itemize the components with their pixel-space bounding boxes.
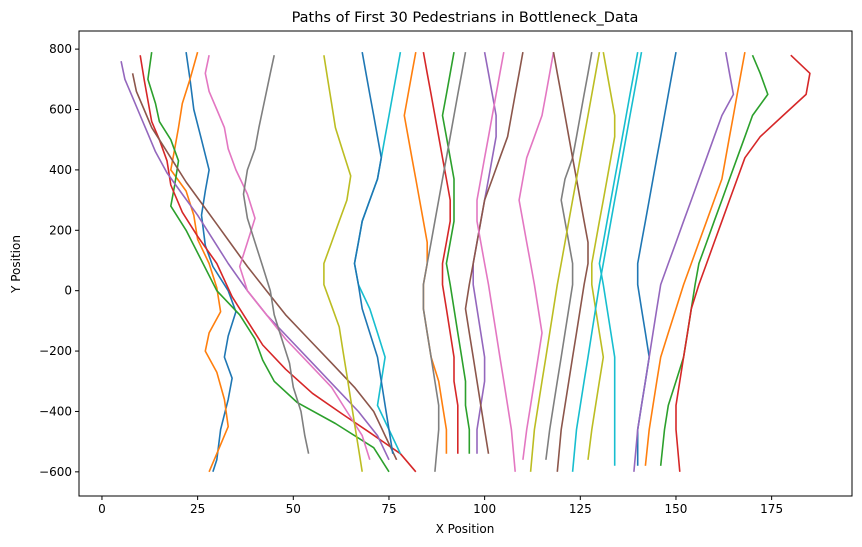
pedestrian-path-13 [441, 51, 471, 454]
pedestrian-path-27 [476, 51, 516, 472]
pedestrian-path-14 [422, 51, 459, 454]
y-tick-label: 800 [49, 42, 72, 56]
pedestrian-path-22 [644, 51, 746, 466]
y-axis-label: Y Position [9, 235, 23, 294]
series-layer [120, 51, 811, 473]
pedestrian-path-7 [204, 55, 371, 461]
pedestrian-path-6 [131, 73, 398, 461]
pedestrian-path-23 [659, 54, 769, 466]
pedestrian-path-11 [353, 51, 394, 454]
x-axis-label: X Position [436, 522, 495, 536]
pedestrian-path-24 [675, 54, 811, 472]
pedestrian-path-4 [139, 55, 417, 473]
x-axis-ticks: 0 25 50 75 100 125 150 175 [98, 496, 783, 516]
y-tick-label: −600 [39, 465, 72, 479]
y-tick-label: −200 [39, 344, 72, 358]
pedestrian-path-19 [587, 51, 616, 460]
pedestrian-path-18 [545, 51, 593, 460]
y-tick-label: 0 [64, 284, 72, 298]
pedestrian-path-26 [552, 51, 589, 472]
pedestrian-path-9 [323, 55, 363, 472]
y-tick-label: 400 [49, 163, 72, 177]
pedestrian-path-3 [147, 51, 390, 473]
x-tick-label: 75 [381, 502, 396, 516]
x-tick-label: 25 [190, 502, 205, 516]
pedestrian-path-16 [464, 51, 524, 454]
pedestrian-path-30 [571, 51, 643, 472]
x-tick-label: 50 [286, 502, 301, 516]
y-axis-ticks: −600 −400 −200 0 200 400 600 800 [39, 42, 79, 479]
pedestrian-path-20 [598, 51, 639, 466]
pedestrian-path-2 [170, 51, 229, 473]
x-tick-label: 0 [98, 502, 106, 516]
x-tick-label: 125 [569, 502, 592, 516]
chart-title: Paths of First 30 Pedestrians in Bottlen… [292, 10, 639, 26]
x-tick-label: 175 [760, 502, 783, 516]
y-tick-label: 600 [49, 103, 72, 117]
pedestrian-path-17 [518, 51, 555, 460]
pedestrian-path-12 [403, 51, 448, 454]
x-tick-label: 150 [665, 502, 688, 516]
x-tick-label: 100 [473, 502, 496, 516]
pedestrian-path-1 [185, 51, 237, 473]
plot-frame [78, 30, 853, 497]
pedestrian-path-5 [120, 61, 390, 461]
y-tick-label: −400 [39, 404, 72, 418]
pedestrian-path-8 [242, 55, 310, 454]
pedestrian-path-25 [633, 51, 735, 472]
pedestrian-path-29 [529, 51, 601, 472]
pedestrian-path-28 [422, 51, 467, 472]
y-tick-label: 200 [49, 223, 72, 237]
